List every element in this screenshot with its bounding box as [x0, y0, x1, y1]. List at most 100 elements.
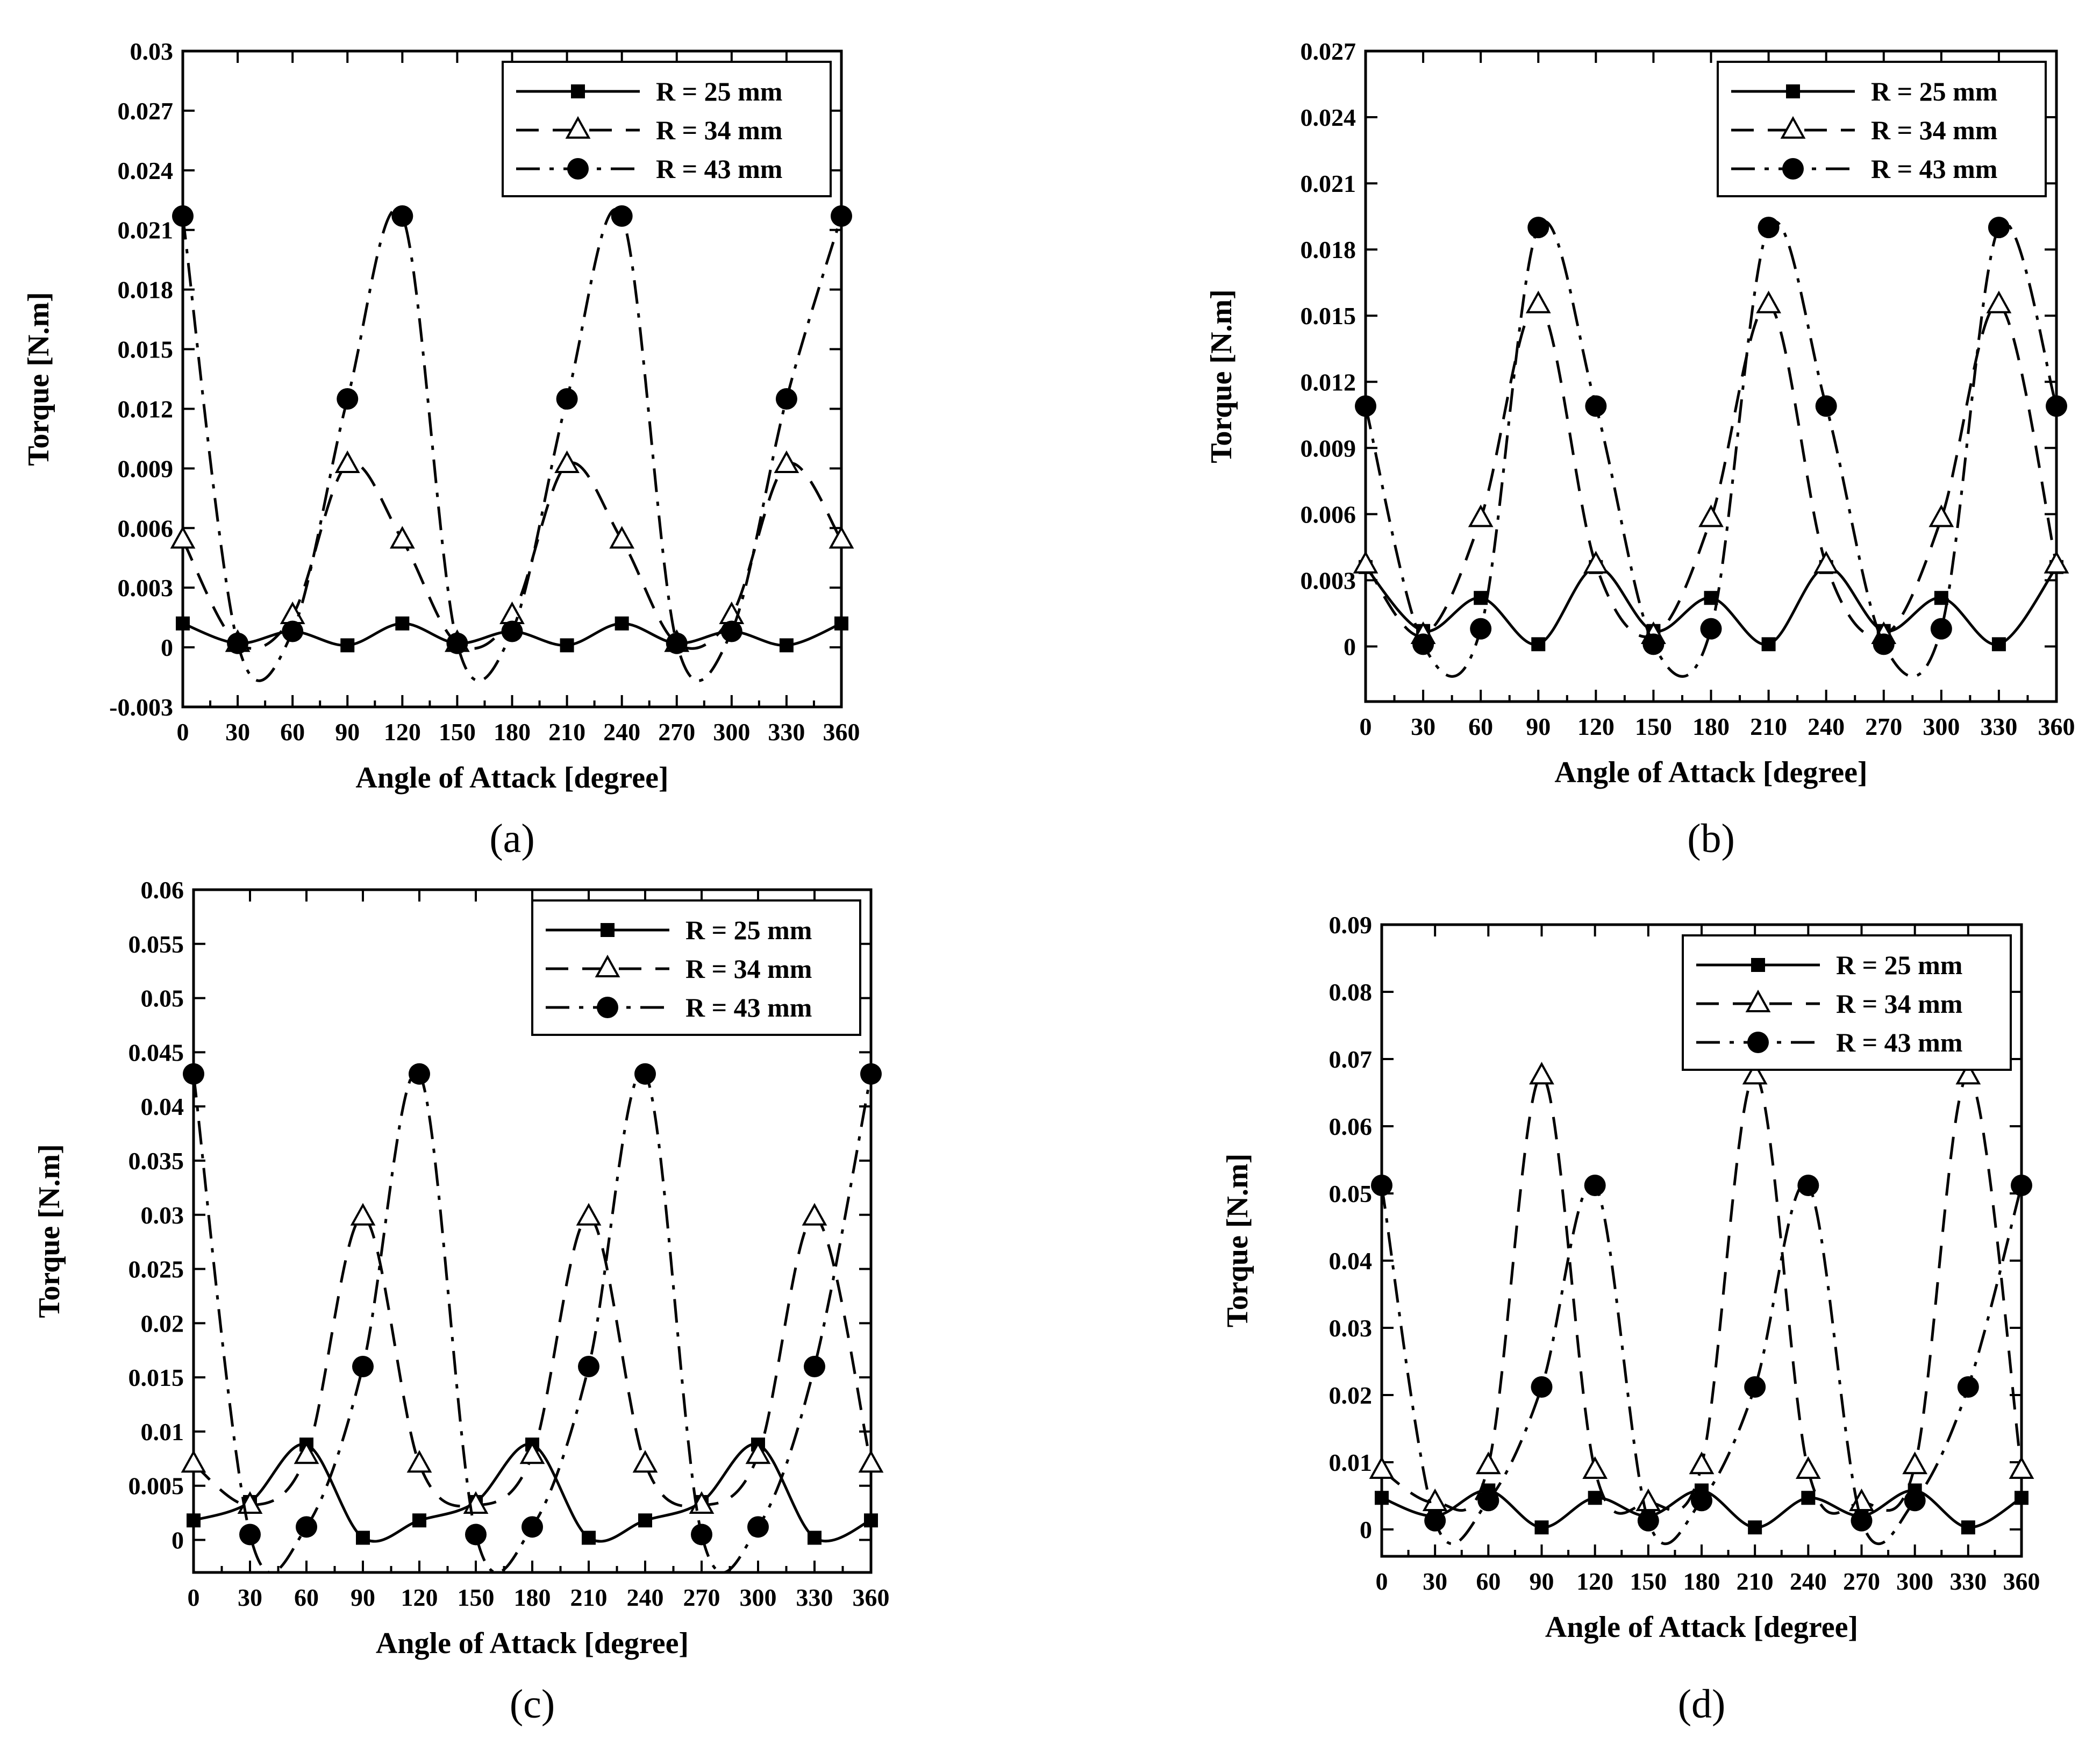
x-tick-label: 360 [823, 718, 860, 746]
data-point-square [1588, 1491, 1602, 1505]
x-tick-label: 60 [280, 718, 305, 746]
data-point-circle [172, 205, 194, 227]
x-tick-label: 360 [2003, 1568, 2040, 1595]
data-point-circle [239, 1524, 261, 1546]
y-tick-label: 0.07 [1329, 1046, 1373, 1073]
data-point-triangle [1742, 1062, 1768, 1085]
data-point-circle [446, 632, 468, 654]
series-circle [172, 205, 852, 682]
data-point-circle [465, 1524, 487, 1546]
x-tick-label: 30 [1423, 1568, 1447, 1595]
data-point-triangle [1583, 550, 1609, 574]
data-point-square [1474, 591, 1488, 605]
data-point-square [864, 1513, 878, 1528]
data-point-triangle [1902, 1451, 1928, 1475]
data-point-square [615, 616, 629, 631]
data-point-circle [1527, 217, 1549, 239]
x-axis-title: Angle of Attack [degree] [1545, 1611, 1858, 1644]
x-tick-label: 210 [1737, 1568, 1774, 1595]
chart-panel-3: 0 30 60 90 120 150 180 210 240 270 300 330 360 0 0.005… [33, 876, 890, 1727]
data-point-circle [1355, 395, 1376, 417]
x-tick-label: 0 [188, 1584, 200, 1611]
data-point-triangle [1635, 1488, 1661, 1511]
y-tick-label: 0.03 [130, 38, 174, 65]
data-point-triangle [745, 1441, 771, 1464]
data-point-triangle [2044, 550, 2069, 574]
x-tick-label: 240 [603, 718, 640, 746]
data-point-circle [1904, 1490, 1926, 1512]
panel-label: (b) [1687, 816, 1735, 861]
data-point-circle [522, 1516, 543, 1538]
series-triangle [1353, 290, 2069, 644]
x-tick-label: 0 [1360, 713, 1372, 740]
x-tick-label: 270 [1843, 1568, 1880, 1595]
x-tick-label: 30 [225, 718, 250, 746]
data-point-triangle [828, 526, 854, 549]
data-point-circle [720, 620, 742, 642]
panel-label: (a) [489, 816, 534, 861]
x-tick-label: 270 [1865, 713, 1902, 740]
x-tick-label: 210 [548, 718, 585, 746]
data-point-triangle [609, 526, 635, 549]
data-point-circle [611, 205, 633, 227]
x-tick-label: 60 [294, 1584, 319, 1611]
y-tick-label: 0.05 [1329, 1180, 1373, 1207]
legend-label: R = 25 mm [1871, 76, 1997, 106]
x-tick-label: 60 [1468, 713, 1493, 740]
data-point-circle [282, 620, 304, 642]
legend-marker-square [571, 84, 585, 98]
data-point-circle [1584, 1175, 1606, 1196]
legend-marker-circle [597, 997, 618, 1018]
panel-label: (c) [510, 1682, 555, 1727]
x-tick-label: 240 [1808, 713, 1845, 740]
data-point-circle [352, 1355, 374, 1377]
x-tick-label: 120 [1577, 713, 1615, 740]
x-tick-label: 60 [1476, 1568, 1501, 1595]
data-point-circle [2011, 1175, 2032, 1196]
legend-label: R = 25 mm [685, 915, 812, 945]
y-tick-label: 0.018 [118, 276, 174, 304]
x-tick-label: 210 [1750, 713, 1787, 740]
data-point-square [834, 616, 848, 631]
x-tick-label: 180 [494, 718, 531, 746]
x-tick-label: 90 [351, 1584, 375, 1611]
data-point-circle [409, 1063, 430, 1085]
y-tick-label: 0.021 [1301, 170, 1356, 197]
y-tick-label: 0.018 [1301, 236, 1356, 263]
legend-label: R = 25 mm [1836, 950, 1962, 980]
data-point-circle [2046, 395, 2067, 417]
data-point-circle [1477, 1490, 1499, 1512]
data-point-circle [1815, 395, 1837, 417]
y-tick-label: 0.045 [128, 1039, 184, 1066]
x-tick-label: 240 [627, 1584, 664, 1611]
y-axis-title: Torque [N.m] [22, 292, 55, 466]
series-line-circle [194, 1070, 871, 1572]
data-point-square [187, 1513, 201, 1528]
legend-marker-circle [567, 158, 589, 180]
y-tick-label: 0.027 [118, 97, 174, 125]
data-point-circle [501, 620, 523, 642]
y-tick-label: 0.06 [141, 876, 184, 904]
x-axis-title: Angle of Attack [degree] [376, 1627, 689, 1660]
x-tick-label: 120 [384, 718, 421, 746]
y-tick-label: 0.05 [141, 985, 184, 1012]
data-point-circle [391, 205, 413, 227]
data-point-square [395, 616, 410, 631]
chart-panel-1: 0 30 60 90 120 150 180 210 240 270 300 330 360 -0.003… [22, 38, 860, 861]
legend-marker-triangle [1745, 989, 1771, 1012]
y-tick-label: 0.015 [128, 1364, 184, 1391]
y-tick-label: 0 [1360, 1516, 1372, 1543]
data-point-circle [1371, 1175, 1392, 1196]
series-line-triangle [183, 461, 841, 650]
data-point-circle [860, 1063, 882, 1085]
x-tick-label: 360 [2038, 713, 2075, 740]
data-point-square [1531, 637, 1546, 652]
legend-label: R = 25 mm [656, 76, 782, 106]
data-point-square [582, 1531, 596, 1545]
data-point-circle [1642, 633, 1665, 655]
legend-label: R = 43 mm [1836, 1027, 1962, 1057]
data-point-square [412, 1513, 426, 1528]
y-tick-label: 0.005 [128, 1472, 184, 1500]
data-point-triangle [2009, 1456, 2034, 1479]
